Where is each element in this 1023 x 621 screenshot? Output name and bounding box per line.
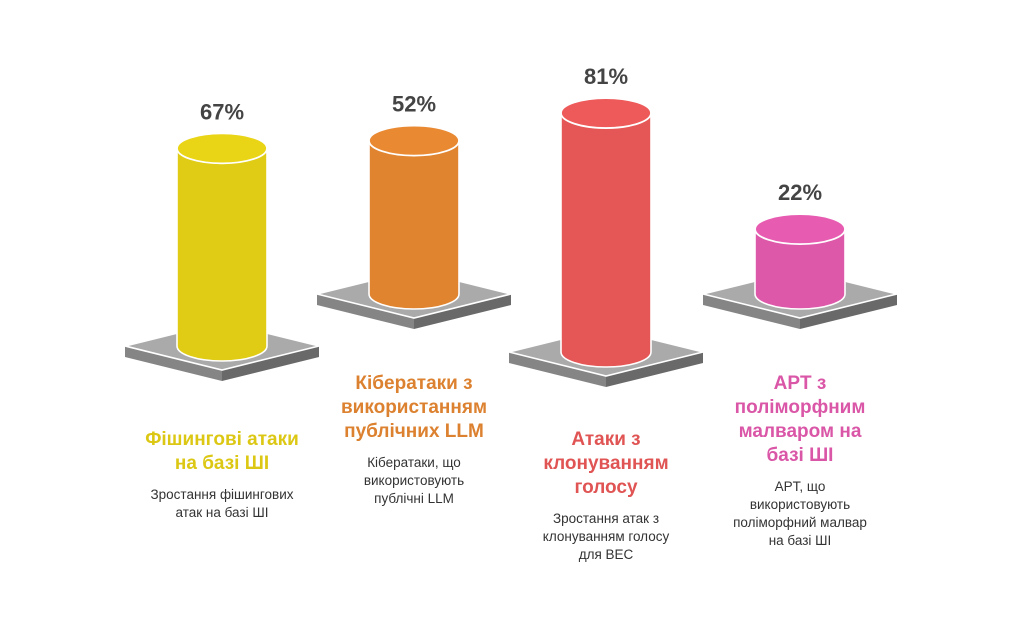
category-description-line: атак на базі ШІ	[175, 505, 269, 520]
category-label-line: на базі ШІ	[174, 453, 270, 474]
category-label-line: поліморфним	[734, 397, 866, 418]
category-label-line: Атаки з	[571, 429, 641, 450]
platform-left-face	[125, 346, 222, 381]
category-label: Фішингові атаки на базі ШІ	[122, 428, 322, 476]
platform-right-face	[606, 352, 703, 387]
platform-right-face	[414, 294, 511, 329]
data-label: 81%	[584, 64, 628, 89]
category-description-line: клонуванням голосу	[542, 529, 670, 544]
category-description: Зростання атак з клонуванням голосу для BE…	[511, 510, 701, 564]
category-label-line: базі ШІ	[766, 445, 834, 466]
category-description-line: APT, що	[774, 479, 826, 494]
data-label: 52%	[392, 92, 436, 117]
category-description-line: на базі ШІ	[768, 533, 832, 548]
platform-left-face	[703, 294, 800, 329]
category-label-line: публічних LLM	[344, 421, 484, 442]
category-description: APT, що використовують поліморфний малвар н…	[705, 478, 895, 550]
category-label-line: клонуванням	[543, 453, 669, 474]
category-label-line: малваром на	[738, 421, 862, 442]
category-description: Зростання фішингових атак на базі ШІ	[127, 486, 317, 522]
bar-top	[754, 213, 846, 246]
category-description-line: використовують	[749, 497, 851, 512]
category-description-line: для BEC	[578, 547, 634, 562]
bar-top	[368, 124, 460, 157]
category-description: Кібератаки, що використовують публічні LLM	[319, 454, 509, 508]
bar-cylinder	[754, 228, 846, 310]
category-description-line: поліморфний малвар	[733, 515, 867, 530]
bar-top	[560, 97, 652, 129]
category-label: Кібератаки з використанням публічних LLM	[314, 372, 514, 444]
category-label: APT з поліморфним малваром на базі ШІ	[700, 372, 900, 468]
category-description-line: Зростання фішингових	[150, 487, 294, 502]
bar-cylinder	[560, 112, 652, 368]
category-label-line: голосу	[574, 477, 638, 498]
bar-top	[176, 132, 268, 165]
category-label-line: Кібератаки з	[355, 373, 473, 394]
data-label: 22%	[778, 180, 822, 205]
data-label: 67%	[200, 99, 244, 124]
category-description-line: публічні LLM	[374, 491, 454, 506]
bar-cylinder	[176, 147, 268, 362]
category-label: Атаки з клонуванням голосу	[506, 428, 706, 500]
platform-right-face	[800, 294, 897, 329]
platform-right-face	[222, 346, 319, 381]
category-label-line: використанням	[340, 397, 488, 418]
category-description-line: використовують	[363, 473, 465, 488]
category-description-line: Кібератаки, що	[367, 455, 461, 470]
category-description-line: Зростання атак з	[552, 511, 660, 526]
platform-left-face	[317, 294, 414, 329]
platform-left-face	[509, 352, 606, 387]
category-label-line: APT з	[773, 373, 827, 394]
category-label-line: Фішингові атаки	[145, 429, 299, 450]
bar-cylinder	[368, 139, 460, 310]
